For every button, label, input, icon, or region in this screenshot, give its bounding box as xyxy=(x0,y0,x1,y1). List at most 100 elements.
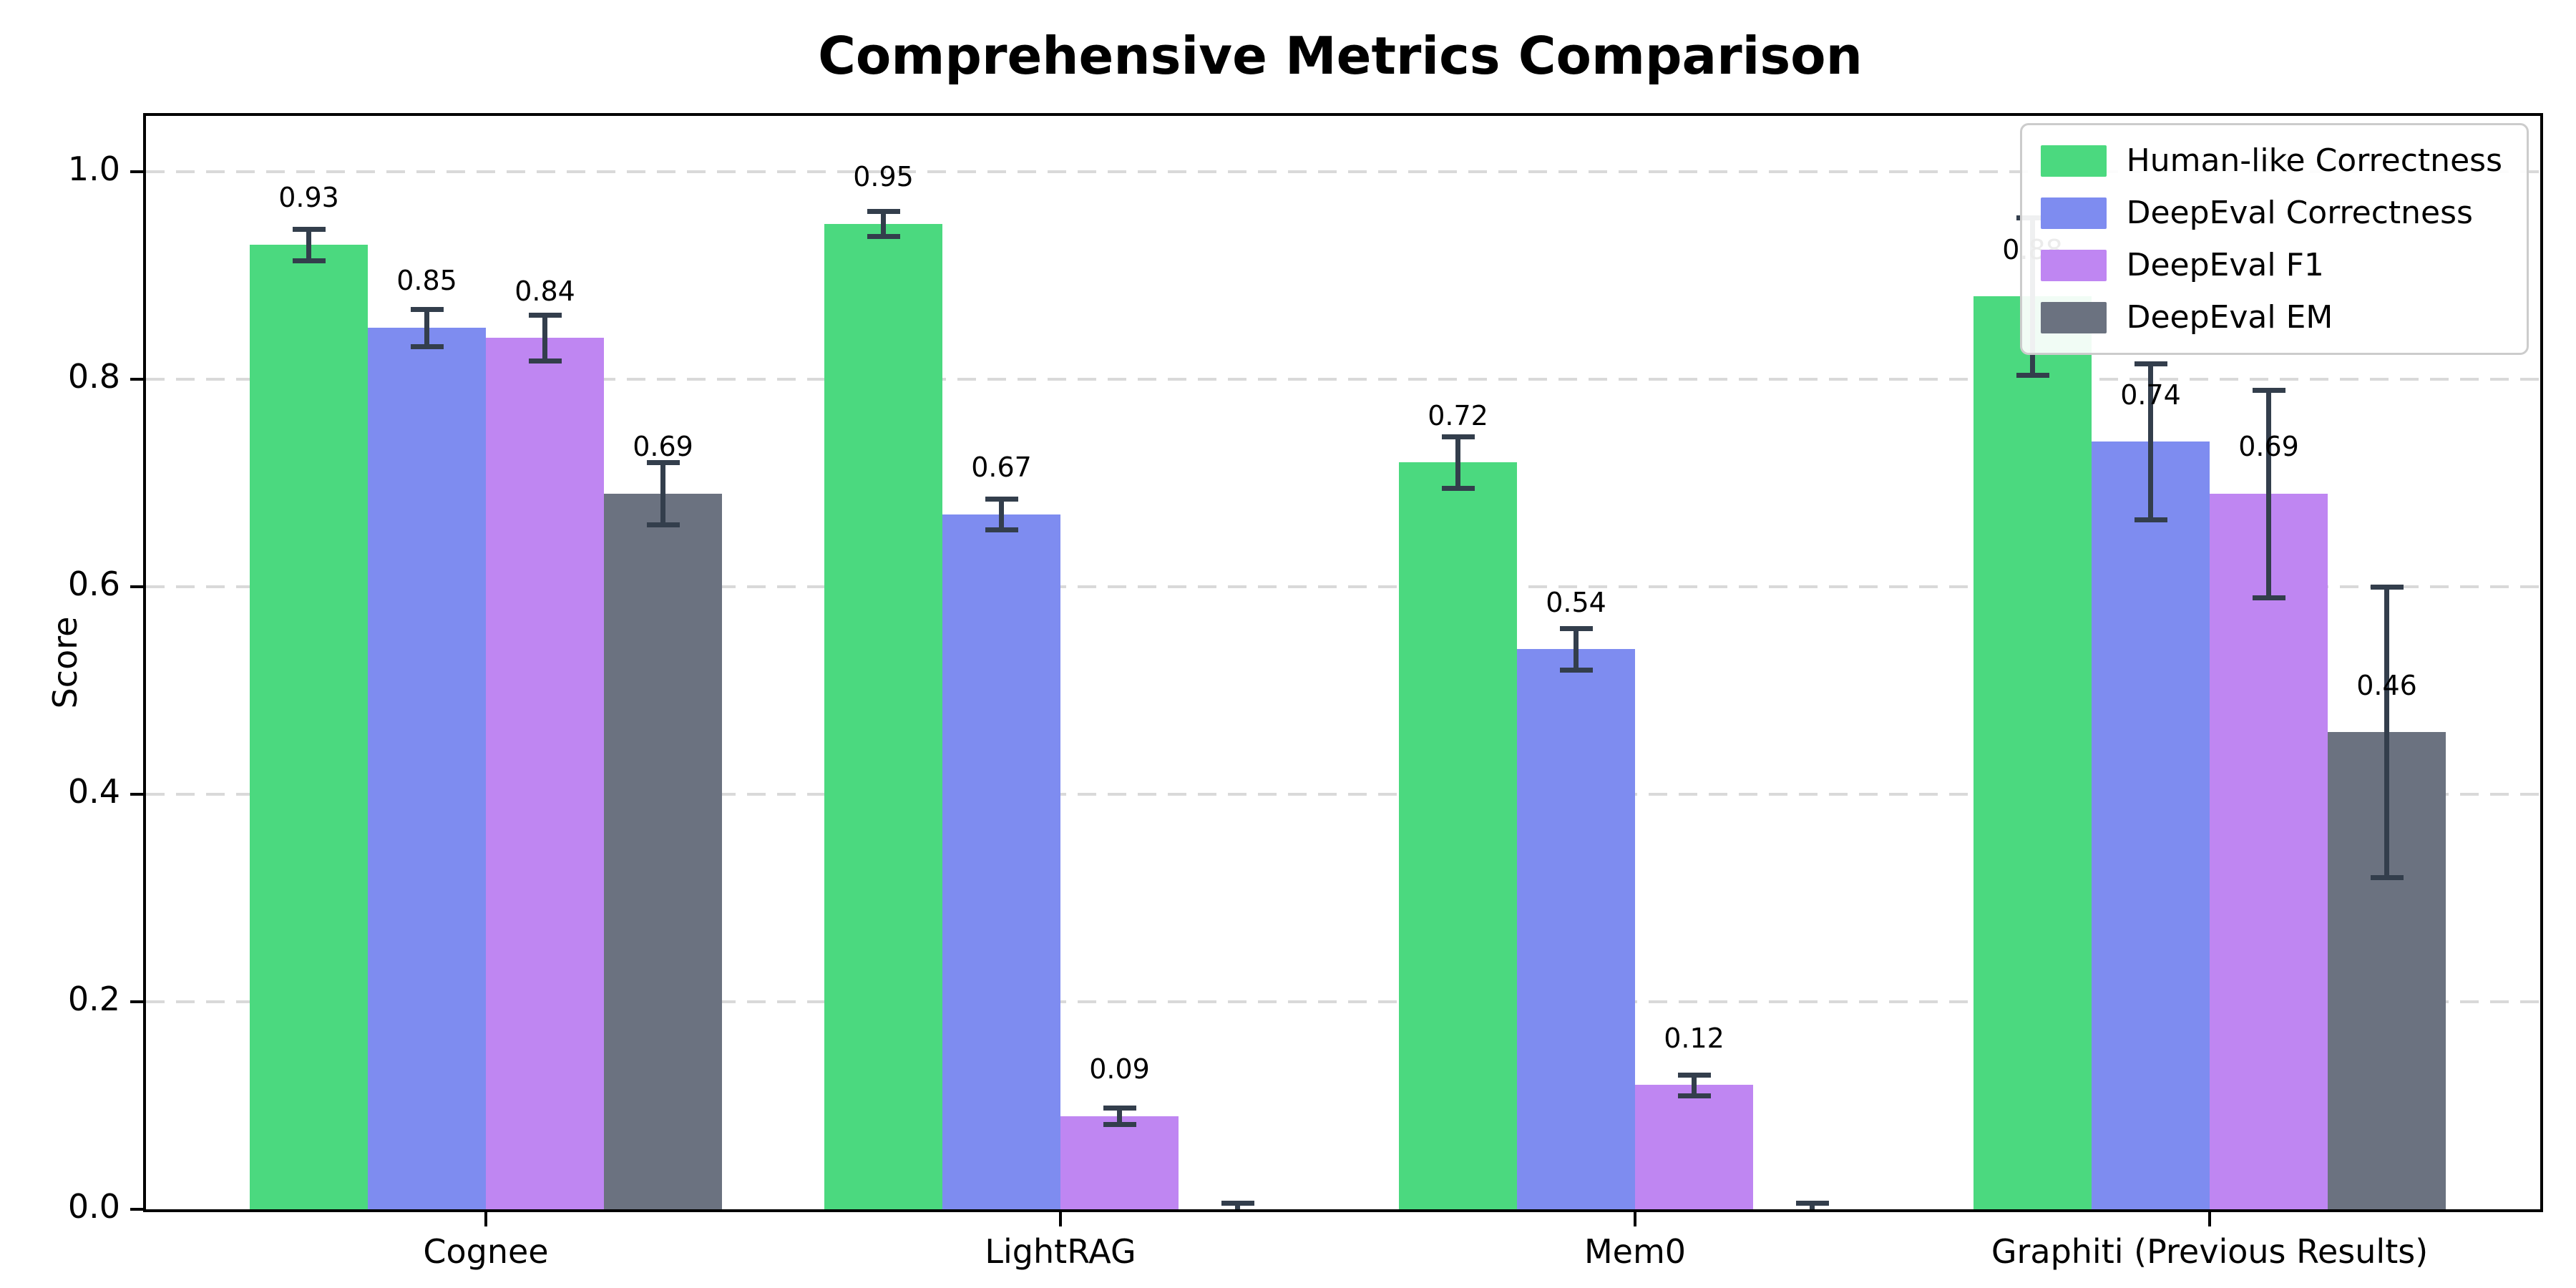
value-label: 0.54 xyxy=(1546,586,1606,618)
error-bar-line xyxy=(1692,1074,1697,1096)
error-bar-line xyxy=(2148,364,2153,519)
legend-item: Human-like Correctness xyxy=(2040,142,2502,179)
error-bar-cap-top xyxy=(1103,1105,1136,1111)
bar-deepeval-correctness-mem0 xyxy=(1517,649,1635,1209)
legend-item: DeepEval EM xyxy=(2040,299,2502,336)
error-bar-cap-top xyxy=(1441,434,1475,439)
bar-human-like-correctness-mem0 xyxy=(1399,462,1517,1209)
legend-label: DeepEval F1 xyxy=(2126,247,2324,283)
gridline xyxy=(146,378,2540,381)
value-label: 0.09 xyxy=(1089,1053,1150,1085)
error-bar-cap-bottom xyxy=(646,522,680,528)
error-bar-cap-top xyxy=(1795,1201,1829,1206)
bar-deepeval-correctness-lightrag xyxy=(942,514,1060,1209)
x-tick-label: Mem0 xyxy=(1584,1232,1687,1271)
value-label: 0.74 xyxy=(2120,379,2181,411)
value-label: 0.69 xyxy=(2238,431,2299,463)
bar-human-like-correctness-lightrag xyxy=(824,223,942,1209)
value-label: 0.93 xyxy=(278,182,339,214)
error-bar-line xyxy=(306,229,311,260)
legend-item: DeepEval Correctness xyxy=(2040,195,2502,231)
error-bar-cap-bottom xyxy=(867,234,900,240)
y-tick-mark xyxy=(130,170,143,174)
legend-swatch xyxy=(2040,145,2107,177)
bar-deepeval-em-cognee xyxy=(604,493,722,1209)
error-bar-line xyxy=(542,315,547,361)
error-bar-cap-bottom xyxy=(985,527,1018,533)
value-label: 0.46 xyxy=(2356,669,2417,701)
legend-swatch xyxy=(2040,197,2107,229)
error-bar-cap-top xyxy=(646,460,680,466)
y-tick-mark xyxy=(130,585,143,589)
chart-title: Comprehensive Metrics Comparison xyxy=(818,26,1863,86)
error-bar-line xyxy=(660,462,665,525)
gridline xyxy=(146,170,2540,174)
x-tick-label: Graphiti (Previous Results) xyxy=(1991,1232,2429,1271)
y-tick-label: 1.0 xyxy=(67,150,120,189)
error-bar-line xyxy=(1810,1203,1815,1209)
error-bar-line xyxy=(2266,389,2271,597)
value-label: 0.69 xyxy=(633,431,693,463)
value-label: 0.72 xyxy=(1428,399,1488,431)
error-bar-cap-top xyxy=(1221,1201,1254,1206)
y-tick-mark xyxy=(130,378,143,381)
gridline xyxy=(146,1000,2540,1004)
error-bar-cap-bottom xyxy=(410,343,444,349)
y-tick-label: 0.6 xyxy=(67,565,120,604)
error-bar-line xyxy=(1574,628,1579,670)
error-bar-cap-bottom xyxy=(1103,1122,1136,1128)
error-bar-line xyxy=(1117,1107,1122,1125)
bar-deepeval-correctness-cognee xyxy=(368,327,486,1209)
error-bar-cap-top xyxy=(2252,387,2285,393)
bar-human-like-correctness-graphiti-previous-results- xyxy=(1974,296,2092,1209)
error-bar-cap-bottom xyxy=(2134,517,2167,522)
y-tick-mark xyxy=(130,1208,143,1211)
error-bar-cap-bottom xyxy=(528,358,562,364)
error-bar-line xyxy=(999,498,1004,530)
error-bar-cap-top xyxy=(410,306,444,312)
error-bar-line xyxy=(1235,1203,1240,1209)
error-bar-cap-top xyxy=(985,496,1018,502)
error-bar-cap-bottom xyxy=(1677,1093,1711,1098)
y-axis-label: Score xyxy=(46,616,84,709)
legend-label: DeepEval Correctness xyxy=(2126,195,2473,231)
value-label: 0.84 xyxy=(514,275,575,307)
x-tick-label: Cognee xyxy=(423,1232,549,1271)
y-tick-mark xyxy=(130,1000,143,1004)
error-bar-line xyxy=(1455,436,1460,489)
legend-swatch xyxy=(2040,249,2107,281)
y-tick-label: 0.2 xyxy=(67,980,120,1019)
error-bar-cap-bottom xyxy=(2016,373,2049,379)
error-bar-cap-bottom xyxy=(292,258,326,263)
error-bar-cap-top xyxy=(292,227,326,233)
value-label: 0.95 xyxy=(853,161,914,193)
legend-label: Human-like Correctness xyxy=(2126,142,2502,179)
value-label: 0.67 xyxy=(971,452,1032,484)
value-label: 0.12 xyxy=(1664,1022,1724,1054)
bar-deepeval-f1-graphiti-previous-results- xyxy=(2210,493,2328,1209)
y-tick-label: 0.0 xyxy=(67,1187,120,1226)
y-tick-label: 0.4 xyxy=(67,772,120,811)
bar-deepeval-f1-cognee xyxy=(486,338,604,1209)
error-bar-cap-top xyxy=(528,313,562,318)
error-bar-cap-top xyxy=(2134,361,2167,367)
error-bar-cap-top xyxy=(2370,585,2404,590)
legend-label: DeepEval EM xyxy=(2126,299,2333,336)
error-bar-cap-bottom xyxy=(2252,595,2285,600)
x-tick-mark xyxy=(484,1212,487,1226)
y-tick-label: 0.8 xyxy=(67,357,120,396)
error-bar-line xyxy=(2384,587,2389,878)
error-bar-cap-bottom xyxy=(1559,668,1593,673)
bar-human-like-correctness-cognee xyxy=(250,244,368,1209)
error-bar-cap-top xyxy=(1559,626,1593,632)
legend-swatch xyxy=(2040,301,2107,333)
x-tick-mark xyxy=(1059,1212,1062,1226)
y-tick-mark xyxy=(130,793,143,796)
error-bar-line xyxy=(424,308,429,346)
bar-deepeval-f1-lightrag xyxy=(1060,1116,1179,1209)
legend: Human-like Correctness DeepEval Correctne… xyxy=(2019,123,2529,355)
bar-deepeval-correctness-graphiti-previous-results- xyxy=(2092,441,2210,1209)
gridline xyxy=(146,793,2540,796)
error-bar-cap-top xyxy=(1677,1072,1711,1078)
x-tick-label: LightRAG xyxy=(985,1232,1136,1271)
